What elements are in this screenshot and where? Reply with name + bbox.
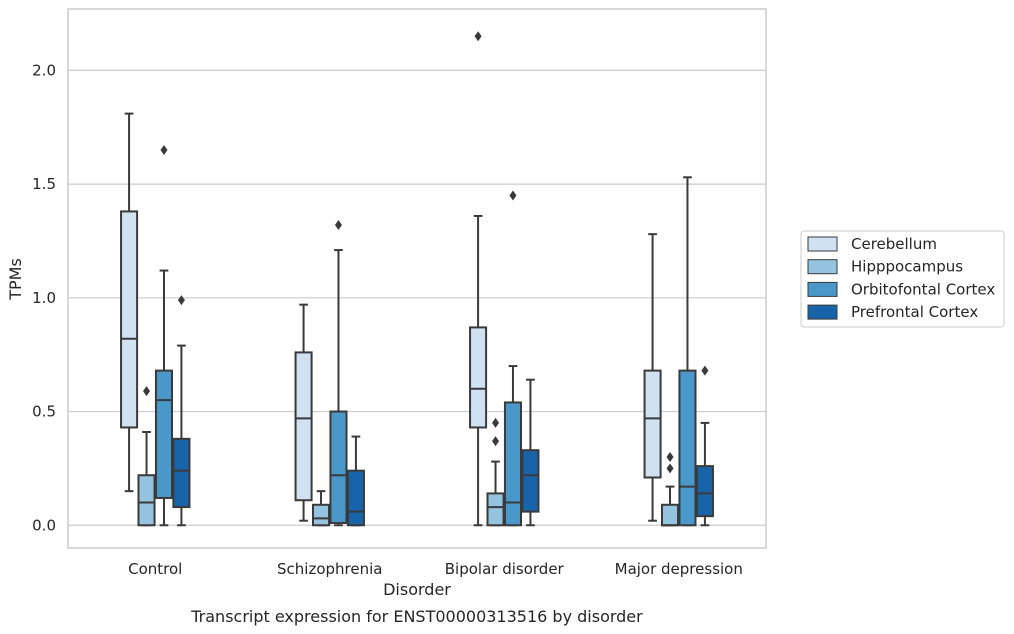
legend-label: Hipppocampus — [851, 258, 963, 276]
box-group — [137, 386, 156, 527]
y-tick-label: 0.0 — [32, 516, 56, 534]
outlier-point — [492, 436, 500, 447]
legend-swatch — [807, 236, 838, 252]
x-axis-ticks: Control Schizophrenia Bipolar disorder Majo… — [128, 560, 743, 578]
box — [643, 369, 662, 479]
chart-caption: Transcript expression for ENST0000031351… — [190, 607, 643, 626]
box — [469, 326, 488, 429]
box — [154, 369, 174, 499]
box — [695, 465, 714, 518]
box — [311, 503, 331, 527]
box-group — [503, 190, 523, 527]
box-group — [294, 303, 313, 522]
outlier-point — [509, 190, 517, 201]
y-tick-label: 1.0 — [32, 289, 56, 307]
box — [503, 401, 523, 527]
x-tick-label: Schizophrenia — [277, 560, 382, 578]
box — [346, 469, 365, 527]
outlier-point — [474, 31, 482, 42]
y-axis-title: TPMs — [6, 258, 25, 301]
outlier-point — [334, 220, 342, 231]
outlier-point — [666, 463, 674, 474]
legend-label: Orbitofontal Cortex — [851, 280, 995, 298]
x-tick-label: Bipolar disorder — [445, 560, 565, 578]
box-group — [521, 378, 540, 527]
x-axis-title: Disorder — [383, 580, 451, 599]
box — [294, 351, 313, 502]
box-group — [678, 176, 697, 527]
box-group — [329, 220, 348, 527]
box — [660, 503, 680, 527]
box — [486, 492, 505, 527]
legend-swatch — [807, 281, 838, 297]
box-group — [469, 31, 488, 527]
legend-label: Cerebellum — [851, 235, 937, 253]
box-group — [154, 145, 174, 527]
y-tick-label: 1.5 — [32, 175, 56, 193]
legend: Cerebellum Hipppocampus Orbitofontal Corte… — [800, 230, 1005, 328]
legend-swatch — [807, 259, 838, 275]
y-tick-label: 0.5 — [32, 403, 56, 421]
box — [678, 369, 697, 527]
box — [137, 474, 156, 527]
box-group — [486, 417, 505, 527]
plot-frame — [67, 8, 767, 549]
box-group — [346, 435, 365, 527]
box — [120, 210, 139, 429]
box-group — [660, 452, 680, 527]
x-tick-label: Major depression — [615, 560, 743, 578]
box-group — [311, 490, 331, 527]
y-tick-label: 2.0 — [32, 61, 56, 79]
plot-area — [120, 31, 714, 527]
legend-label: Prefrontal Cortex — [851, 303, 978, 321]
outlier-point — [143, 386, 151, 397]
y-axis-ticks: 0.0 0.5 1.0 1.5 2.0 — [32, 61, 56, 534]
box-group — [643, 233, 662, 522]
outlier-point — [492, 417, 500, 428]
outlier-point — [666, 452, 674, 463]
legend-box — [800, 230, 1005, 328]
outlier-point — [160, 145, 168, 156]
outlier-point — [701, 365, 709, 376]
box-group — [695, 365, 714, 527]
box-group — [172, 295, 191, 527]
box — [329, 410, 348, 524]
box-group — [120, 112, 139, 493]
legend-swatch — [807, 304, 838, 320]
x-tick-label: Control — [128, 560, 182, 578]
outlier-point — [177, 295, 185, 306]
box — [172, 437, 191, 509]
box — [521, 449, 540, 513]
